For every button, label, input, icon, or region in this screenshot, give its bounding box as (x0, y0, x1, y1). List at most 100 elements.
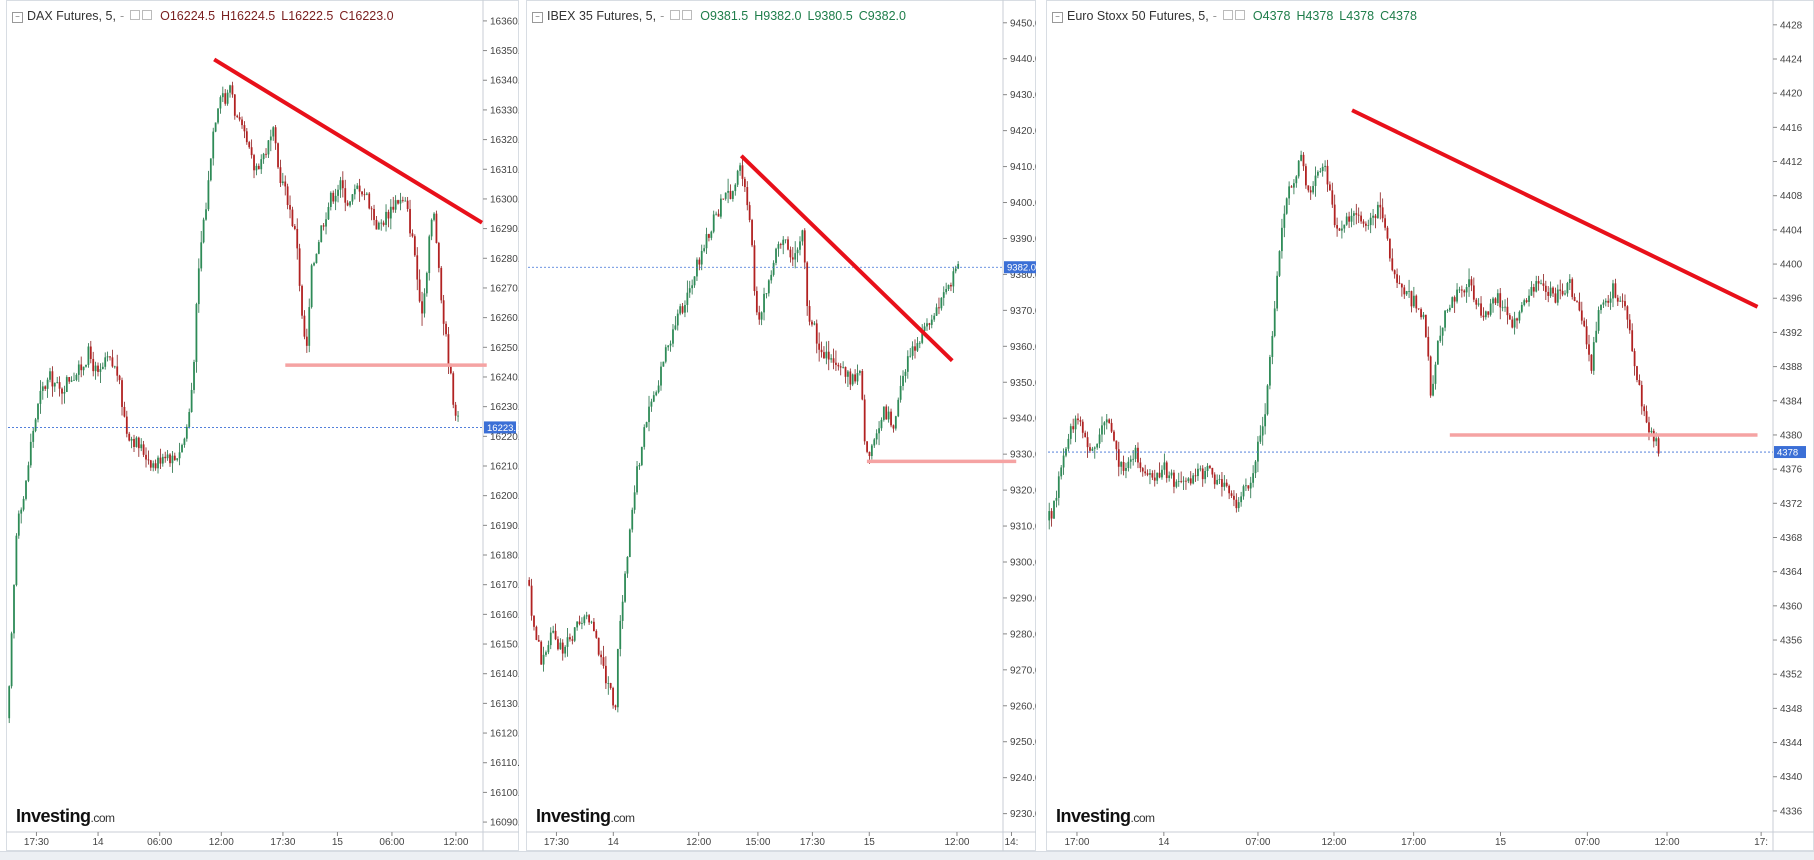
candle-body (1552, 287, 1554, 294)
candle-body (289, 205, 291, 210)
y-tick-label: 9370.0 (1010, 306, 1036, 317)
candle-body (1576, 300, 1578, 302)
candle-body (1297, 160, 1300, 177)
candle-body (245, 131, 248, 143)
candle-body (195, 304, 198, 362)
candle-body (1480, 303, 1482, 316)
panel-frame (526, 0, 1036, 851)
settings-icon[interactable] (1222, 10, 1233, 20)
candle-body (1060, 467, 1063, 477)
candle-body (1573, 296, 1576, 301)
candle-body (63, 392, 66, 394)
bottom-toolbar[interactable] (0, 851, 1814, 860)
candle-body (253, 155, 255, 171)
candle-body (899, 385, 902, 400)
candle-body (770, 274, 773, 281)
x-tick-label: 12:00 (209, 837, 234, 848)
y-tick-label: 16210.0 (490, 461, 519, 472)
candle-body (161, 456, 164, 464)
candle-body (1067, 438, 1070, 449)
candle-body (554, 630, 557, 640)
candle-body (1057, 476, 1060, 498)
y-tick-label: 9300.0 (1010, 557, 1036, 568)
candle-body (600, 654, 602, 658)
x-tick-label: 06:00 (147, 837, 172, 848)
candle-body (597, 637, 600, 655)
candle-body (878, 428, 880, 434)
resistance-trendline[interactable] (213, 57, 484, 225)
candle-body (272, 127, 275, 137)
y-tick-label: 16200.0 (490, 491, 519, 502)
chart-eurostoxx[interactable]: 4336 4340 4344 4348 4352 4356 4360 4364 4368 4372… (1046, 0, 1814, 851)
candle-body (1381, 207, 1384, 219)
candle-body (1134, 447, 1137, 459)
collapse-icon[interactable]: − (1052, 12, 1063, 23)
candle-body (952, 271, 955, 287)
collapse-icon[interactable]: − (532, 12, 543, 23)
chart-dax[interactable]: 16090.0 16100.0 16110.0 16120.0 16130.0 16140… (6, 0, 519, 851)
candle-body (1628, 319, 1631, 331)
x-tick-label: 14 (608, 837, 620, 848)
candle-body (101, 366, 104, 370)
candle-body (51, 371, 54, 387)
candle-body (1384, 218, 1386, 228)
candle-body (1293, 183, 1295, 188)
candle-body (1465, 287, 1468, 293)
candle-body (588, 615, 591, 623)
y-tick-label: 16310.0 (490, 165, 519, 176)
candle-body (842, 366, 845, 368)
candle-body (1264, 414, 1267, 427)
candle-body (1249, 482, 1252, 489)
y-tick-label: 9280.0 (1010, 629, 1036, 640)
candle-body (1139, 462, 1142, 469)
candle-body (73, 379, 75, 381)
candle-body (1281, 227, 1283, 252)
y-tick-label: 4348 (1780, 704, 1803, 715)
candle-body (1374, 215, 1377, 219)
y-tick-label: 9360.0 (1010, 342, 1036, 353)
candle-body (657, 385, 660, 393)
candle-body (1141, 468, 1144, 472)
candle-body (616, 649, 619, 708)
candle-body (457, 415, 459, 417)
candle-body (65, 377, 68, 393)
candle-body (1197, 468, 1199, 477)
candle-body (94, 365, 97, 372)
candle-body (1189, 478, 1192, 484)
y-tick-label: 16230.0 (490, 402, 519, 413)
settings-icon[interactable] (670, 10, 681, 20)
resistance-trendline[interactable] (1351, 108, 1759, 309)
candle-body (1424, 314, 1427, 337)
candle-body (765, 293, 768, 295)
candle-body (1513, 318, 1516, 328)
candle-body (1518, 311, 1521, 321)
candle-body (691, 285, 694, 289)
resistance-trendline[interactable] (739, 154, 954, 363)
candle-body (382, 222, 385, 225)
candle-body (1369, 217, 1372, 226)
candle-body (1074, 418, 1077, 430)
chart-ibex[interactable]: 9230.0 9240.0 9250.0 9260.0 9270.0 9280.0 9290… (526, 0, 1036, 851)
candle-body (602, 657, 605, 666)
settings-icon[interactable] (130, 10, 141, 20)
candle-body (80, 364, 83, 371)
collapse-icon[interactable]: − (12, 12, 23, 23)
investing-logo: Investing.com (1056, 806, 1155, 826)
candle-body (166, 454, 169, 459)
candle-body (123, 406, 126, 417)
candle-body (875, 433, 878, 440)
candle-body (1307, 185, 1310, 191)
close-icon[interactable] (1234, 10, 1245, 20)
candle-body (1345, 216, 1348, 225)
y-tick-label: 4408 (1780, 191, 1803, 202)
candle-body (1453, 297, 1456, 302)
candle-body (1499, 293, 1502, 308)
close-icon[interactable] (142, 10, 153, 20)
y-tick-label: 16130.0 (490, 699, 519, 710)
close-icon[interactable] (682, 10, 693, 20)
candle-body (221, 93, 224, 98)
candle-body (552, 630, 555, 633)
candle-body (37, 403, 39, 420)
y-tick-label: 16270.0 (490, 283, 519, 294)
x-tick-label: 14: (1005, 837, 1019, 848)
